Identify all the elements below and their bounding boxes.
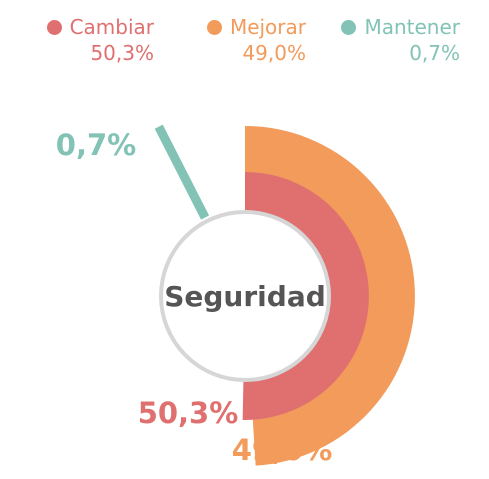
legend-value-cambiar: 50,3% bbox=[90, 41, 154, 65]
mantener-data-label: 0,7% bbox=[56, 128, 136, 162]
legend-item-mejorar: Mejorar 49,0% bbox=[206, 14, 306, 66]
mejorar-dot-icon bbox=[206, 19, 222, 35]
legend-label-mantener: Mantener bbox=[364, 15, 460, 39]
mantener-dot-icon bbox=[341, 19, 357, 35]
legend-item-cambiar: Cambiar 50,3% bbox=[46, 14, 154, 66]
cambiar-dot-icon bbox=[46, 19, 62, 35]
center-label: Seguridad bbox=[164, 280, 326, 313]
legend-item-mantener: Mantener 0,7% bbox=[341, 14, 460, 66]
mejorar-data-label: 49,0% bbox=[232, 433, 333, 467]
mantener-arc bbox=[154, 124, 210, 220]
legend-label-cambiar: Cambiar bbox=[69, 15, 154, 39]
center-circle bbox=[159, 210, 331, 382]
cambiar-data-label: 50,3% bbox=[138, 396, 239, 430]
legend-value-mantener: 0,7% bbox=[409, 41, 460, 65]
legend-label-mejorar: Mejorar bbox=[229, 15, 306, 39]
legend-value-mejorar: 49,0% bbox=[242, 41, 306, 65]
legend: Cambiar 50,3% Mejorar 49,0% Mantener 0,7… bbox=[0, 14, 489, 74]
